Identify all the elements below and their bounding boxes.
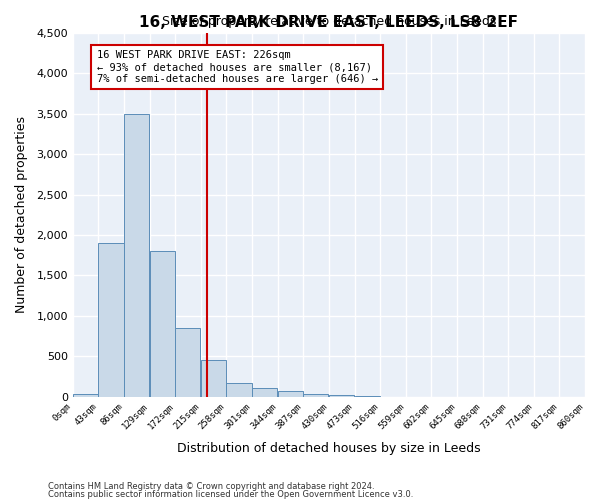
Y-axis label: Number of detached properties: Number of detached properties [15,116,28,313]
X-axis label: Distribution of detached houses by size in Leeds: Distribution of detached houses by size … [177,442,481,455]
Text: Contains public sector information licensed under the Open Government Licence v3: Contains public sector information licen… [48,490,413,499]
Bar [73,394,98,397]
Bar [304,394,328,397]
Text: 16 WEST PARK DRIVE EAST: 226sqm
← 93% of detached houses are smaller (8,167)
7% : 16 WEST PARK DRIVE EAST: 226sqm ← 93% of… [97,50,378,84]
Title: 16, WEST PARK DRIVE EAST, LEEDS, LS8 2EF: 16, WEST PARK DRIVE EAST, LEEDS, LS8 2EF [139,15,518,30]
Text: Contains HM Land Registry data © Crown copyright and database right 2024.: Contains HM Land Registry data © Crown c… [48,482,374,491]
Bar [124,114,149,397]
Bar [98,243,124,397]
Bar [149,251,175,397]
Text: Size of property relative to detached houses in Leeds: Size of property relative to detached ho… [162,15,496,28]
Bar [252,388,277,397]
Bar [226,382,251,397]
Bar [329,395,354,397]
Bar [355,396,380,397]
Bar [201,360,226,397]
Bar [175,328,200,397]
Bar [278,391,303,397]
